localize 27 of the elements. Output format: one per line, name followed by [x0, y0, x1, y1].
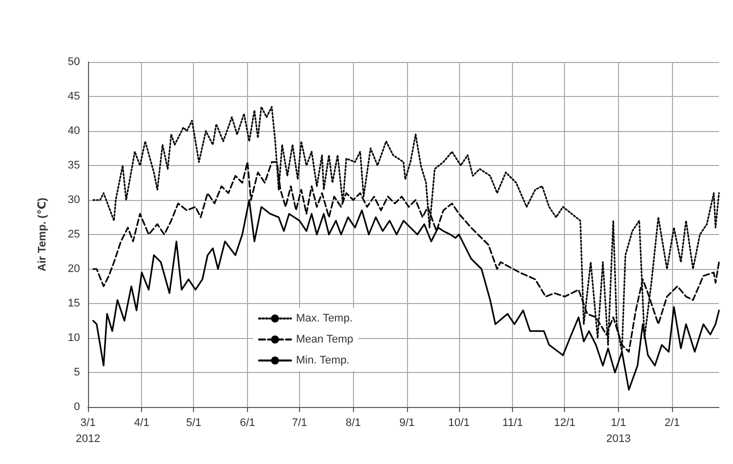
y-tick-label: 25	[68, 228, 80, 240]
y-tick-label: 50	[68, 56, 80, 68]
x-tick-label: 9/1	[399, 417, 415, 429]
x-tick-label: 10/1	[448, 417, 470, 429]
x-tick-label: 3/1 2012	[76, 417, 100, 445]
y-tick-label: 5	[74, 366, 80, 378]
y-tick-label: 20	[68, 263, 80, 275]
y-tick-label: 40	[68, 125, 80, 137]
x-tick-label: 4/1	[134, 417, 150, 429]
x-tick-label: 12/1	[554, 417, 576, 429]
x-tick-label: 2/1	[664, 417, 680, 429]
x-tick-label: 1/1 2013	[606, 417, 631, 445]
legend-label: Mean Temp	[296, 334, 354, 346]
x-tick-label: 8/1	[346, 417, 361, 429]
x-tick-label: 11/1	[502, 417, 524, 429]
y-axis-title: Air Temp. (℃)	[36, 197, 48, 272]
y-tick-label: 10	[68, 332, 80, 344]
legend-label: Min. Temp.	[296, 354, 350, 366]
y-tick-label: 45	[68, 90, 80, 102]
y-tick-label: 0	[74, 401, 80, 413]
x-tick-label: 7/1	[292, 417, 308, 429]
y-tick-label: 30	[68, 194, 80, 206]
x-tick-label: 6/1	[240, 417, 256, 429]
y-tick-label: 35	[68, 160, 80, 172]
legend-label: Max. Temp.	[296, 312, 353, 324]
y-tick-label: 15	[68, 298, 80, 310]
x-tick-label: 5/1	[186, 417, 202, 429]
